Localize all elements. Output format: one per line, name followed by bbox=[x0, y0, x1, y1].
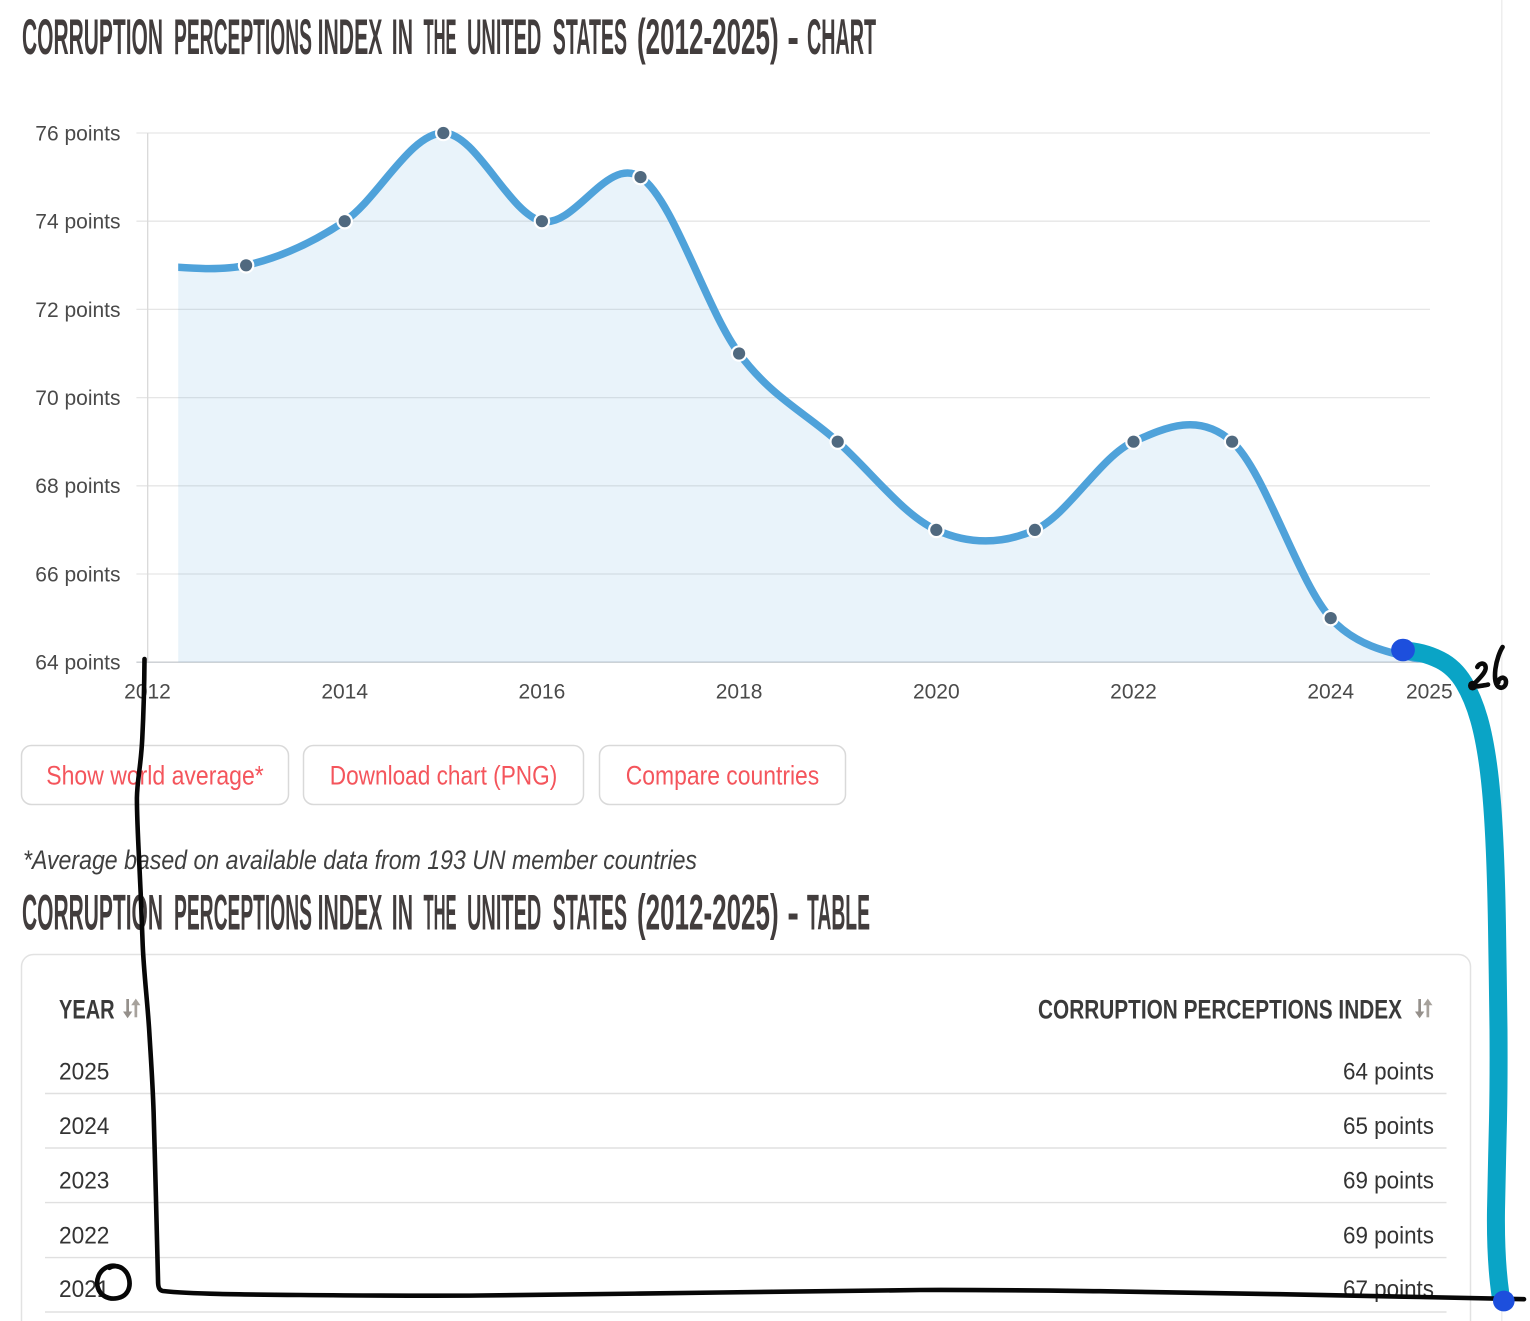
svg-text:UNITED: UNITED bbox=[467, 884, 541, 940]
svg-text:2025: 2025 bbox=[1406, 681, 1453, 704]
svg-text:PERCEPTIONS: PERCEPTIONS bbox=[174, 9, 312, 65]
svg-text:2014: 2014 bbox=[321, 681, 368, 704]
svg-text:(2012-2025): (2012-2025) bbox=[637, 884, 779, 940]
svg-text:2016: 2016 bbox=[519, 681, 566, 704]
svg-text:-: - bbox=[787, 9, 799, 65]
svg-text:68 points: 68 points bbox=[35, 475, 120, 498]
svg-text:64 points: 64 points bbox=[1343, 1058, 1434, 1085]
svg-text:2012: 2012 bbox=[124, 681, 171, 704]
svg-text:2021: 2021 bbox=[59, 1276, 109, 1303]
svg-text:Show world average*: Show world average* bbox=[46, 761, 264, 791]
svg-text:INDEX: INDEX bbox=[318, 884, 383, 940]
svg-text:IN: IN bbox=[392, 9, 413, 65]
svg-text:65 points: 65 points bbox=[1343, 1113, 1434, 1140]
svg-text:THE: THE bbox=[424, 9, 457, 65]
svg-text:70 points: 70 points bbox=[35, 387, 120, 410]
svg-text:2024: 2024 bbox=[1307, 681, 1354, 704]
svg-text:CHART: CHART bbox=[807, 9, 876, 65]
svg-text:2023: 2023 bbox=[59, 1167, 109, 1194]
svg-text:69 points: 69 points bbox=[1343, 1167, 1434, 1194]
svg-text:2024: 2024 bbox=[59, 1113, 109, 1140]
svg-text:INDEX: INDEX bbox=[318, 9, 383, 65]
svg-text:*Average based on available da: *Average based on available data from 19… bbox=[23, 845, 697, 875]
svg-text:THE: THE bbox=[424, 884, 457, 940]
svg-text:STATES: STATES bbox=[553, 884, 627, 940]
svg-text:YEAR: YEAR bbox=[59, 995, 115, 1025]
svg-text:PERCEPTIONS: PERCEPTIONS bbox=[174, 884, 312, 940]
svg-text:74 points: 74 points bbox=[35, 211, 120, 234]
svg-text:TABLE: TABLE bbox=[807, 884, 870, 940]
svg-text:CORRUPTION PERCEPTIONS INDEX: CORRUPTION PERCEPTIONS INDEX bbox=[1038, 995, 1402, 1025]
svg-text:2022: 2022 bbox=[59, 1222, 109, 1249]
svg-text:-: - bbox=[787, 884, 799, 940]
svg-text:CORRUPTION: CORRUPTION bbox=[22, 9, 163, 65]
svg-text:UNITED: UNITED bbox=[467, 9, 541, 65]
svg-text:66 points: 66 points bbox=[35, 563, 120, 586]
svg-text:69 points: 69 points bbox=[1343, 1222, 1434, 1249]
svg-text:2020: 2020 bbox=[913, 681, 960, 704]
svg-text:(2012-2025): (2012-2025) bbox=[637, 9, 779, 65]
svg-text:2025: 2025 bbox=[59, 1058, 109, 1085]
svg-text:STATES: STATES bbox=[553, 9, 627, 65]
svg-text:Download chart (PNG): Download chart (PNG) bbox=[330, 761, 558, 791]
svg-text:IN: IN bbox=[392, 884, 413, 940]
svg-text:Compare countries: Compare countries bbox=[626, 761, 820, 791]
svg-text:76 points: 76 points bbox=[35, 122, 120, 145]
svg-text:2018: 2018 bbox=[716, 681, 763, 704]
svg-text:72 points: 72 points bbox=[35, 299, 120, 322]
svg-text:64 points: 64 points bbox=[35, 652, 120, 675]
svg-text:2022: 2022 bbox=[1110, 681, 1157, 704]
